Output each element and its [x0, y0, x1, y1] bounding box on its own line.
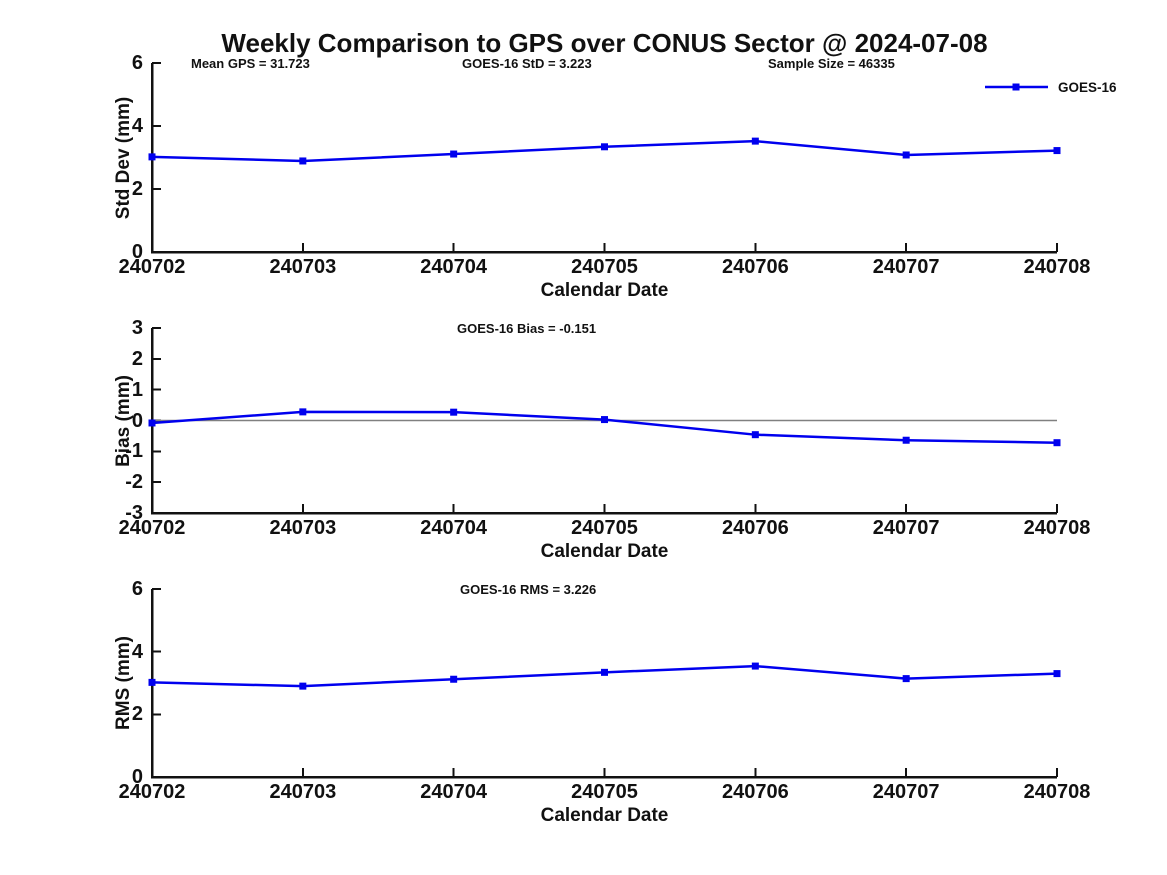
panel-annotation: Mean GPS = 31.723 — [191, 56, 310, 71]
panel-annotation: GOES-16 RMS = 3.226 — [460, 582, 597, 597]
data-marker — [601, 416, 608, 424]
x-tick-label: 240707 — [872, 256, 940, 278]
x-tick-label: 240707 — [872, 781, 940, 803]
y-tick-label: 0 — [131, 409, 143, 432]
legend-line-icon — [985, 83, 1048, 91]
x-tick-label: 240705 — [571, 256, 638, 278]
x-tick-label: 240702 — [118, 256, 186, 278]
y-tick-label: 2 — [131, 703, 143, 726]
y-tick-label: 6 — [131, 52, 143, 74]
x-tick-label: 240705 — [571, 517, 638, 539]
y-axis-label: RMS (mm) — [113, 636, 134, 730]
x-tick-label: 240703 — [269, 256, 337, 278]
y-tick-label: 4 — [131, 640, 143, 663]
data-marker — [1053, 439, 1061, 447]
x-tick-label: 240708 — [1023, 256, 1091, 278]
y-tick-label: 3 — [131, 317, 143, 339]
x-tick-label: 240702 — [118, 781, 186, 803]
data-marker — [751, 431, 759, 439]
x-tick-label: 240707 — [872, 517, 940, 539]
data-marker — [450, 150, 458, 158]
x-axis-label: Calendar Date — [540, 805, 669, 826]
x-tick-label: 240704 — [420, 256, 488, 278]
y-axis-label: Std Dev (mm) — [113, 96, 134, 219]
legend-label: GOES-16 — [1058, 79, 1117, 95]
panel-annotation: GOES-16 Bias = -0.151 — [457, 321, 597, 336]
axis-rms — [150, 589, 1057, 779]
chart-title: Weekly Comparison to GPS over CONUS Sect… — [221, 28, 988, 58]
data-marker — [902, 436, 910, 444]
data-marker — [902, 151, 910, 159]
legend: GOES-16 — [983, 79, 1117, 95]
y-tick-label: 0 — [131, 766, 143, 788]
axis-std-dev — [150, 63, 1057, 254]
y-tick-label: 0 — [131, 241, 143, 263]
y-tick-label: 2 — [131, 178, 143, 200]
x-tick-label: 240703 — [269, 781, 337, 803]
data-marker — [601, 143, 608, 151]
x-axis-label: Calendar Date — [540, 280, 669, 301]
data-marker — [751, 137, 759, 145]
x-axis-label: Calendar Date — [540, 541, 669, 562]
x-tick-label: 240704 — [420, 517, 488, 539]
y-axis-label: Bias (mm) — [113, 374, 134, 467]
panel-annotation: Sample Size = 46335 — [768, 56, 895, 71]
data-marker — [450, 408, 458, 416]
data-marker — [1053, 670, 1061, 678]
panel-annotation: GOES-16 StD = 3.223 — [462, 56, 592, 71]
y-tick-label: 4 — [131, 115, 143, 137]
y-tick-label: -2 — [125, 471, 143, 494]
data-marker — [902, 675, 910, 683]
y-tick-label: -1 — [125, 440, 143, 463]
data-marker — [299, 157, 307, 165]
data-marker — [148, 153, 156, 161]
x-tick-label: 240702 — [118, 517, 186, 539]
data-marker — [751, 662, 759, 670]
x-tick-label: 240705 — [571, 781, 638, 803]
data-marker — [1053, 147, 1061, 155]
data-marker — [299, 408, 307, 416]
x-tick-label: 240704 — [420, 781, 488, 803]
x-tick-label: 240703 — [269, 517, 337, 539]
x-tick-label: 240706 — [721, 517, 789, 539]
y-tick-label: 6 — [131, 578, 143, 600]
data-marker — [450, 675, 458, 683]
x-tick-label: 240708 — [1023, 517, 1091, 539]
x-tick-label: 240706 — [721, 256, 789, 278]
data-marker — [299, 682, 307, 690]
y-tick-label: 2 — [131, 347, 143, 370]
y-tick-label: -3 — [125, 502, 143, 524]
data-marker — [148, 678, 156, 686]
data-marker — [148, 419, 156, 427]
x-tick-label: 240708 — [1023, 781, 1091, 803]
data-marker — [601, 668, 608, 676]
x-tick-label: 240706 — [721, 781, 789, 803]
y-tick-label: 1 — [131, 378, 143, 401]
